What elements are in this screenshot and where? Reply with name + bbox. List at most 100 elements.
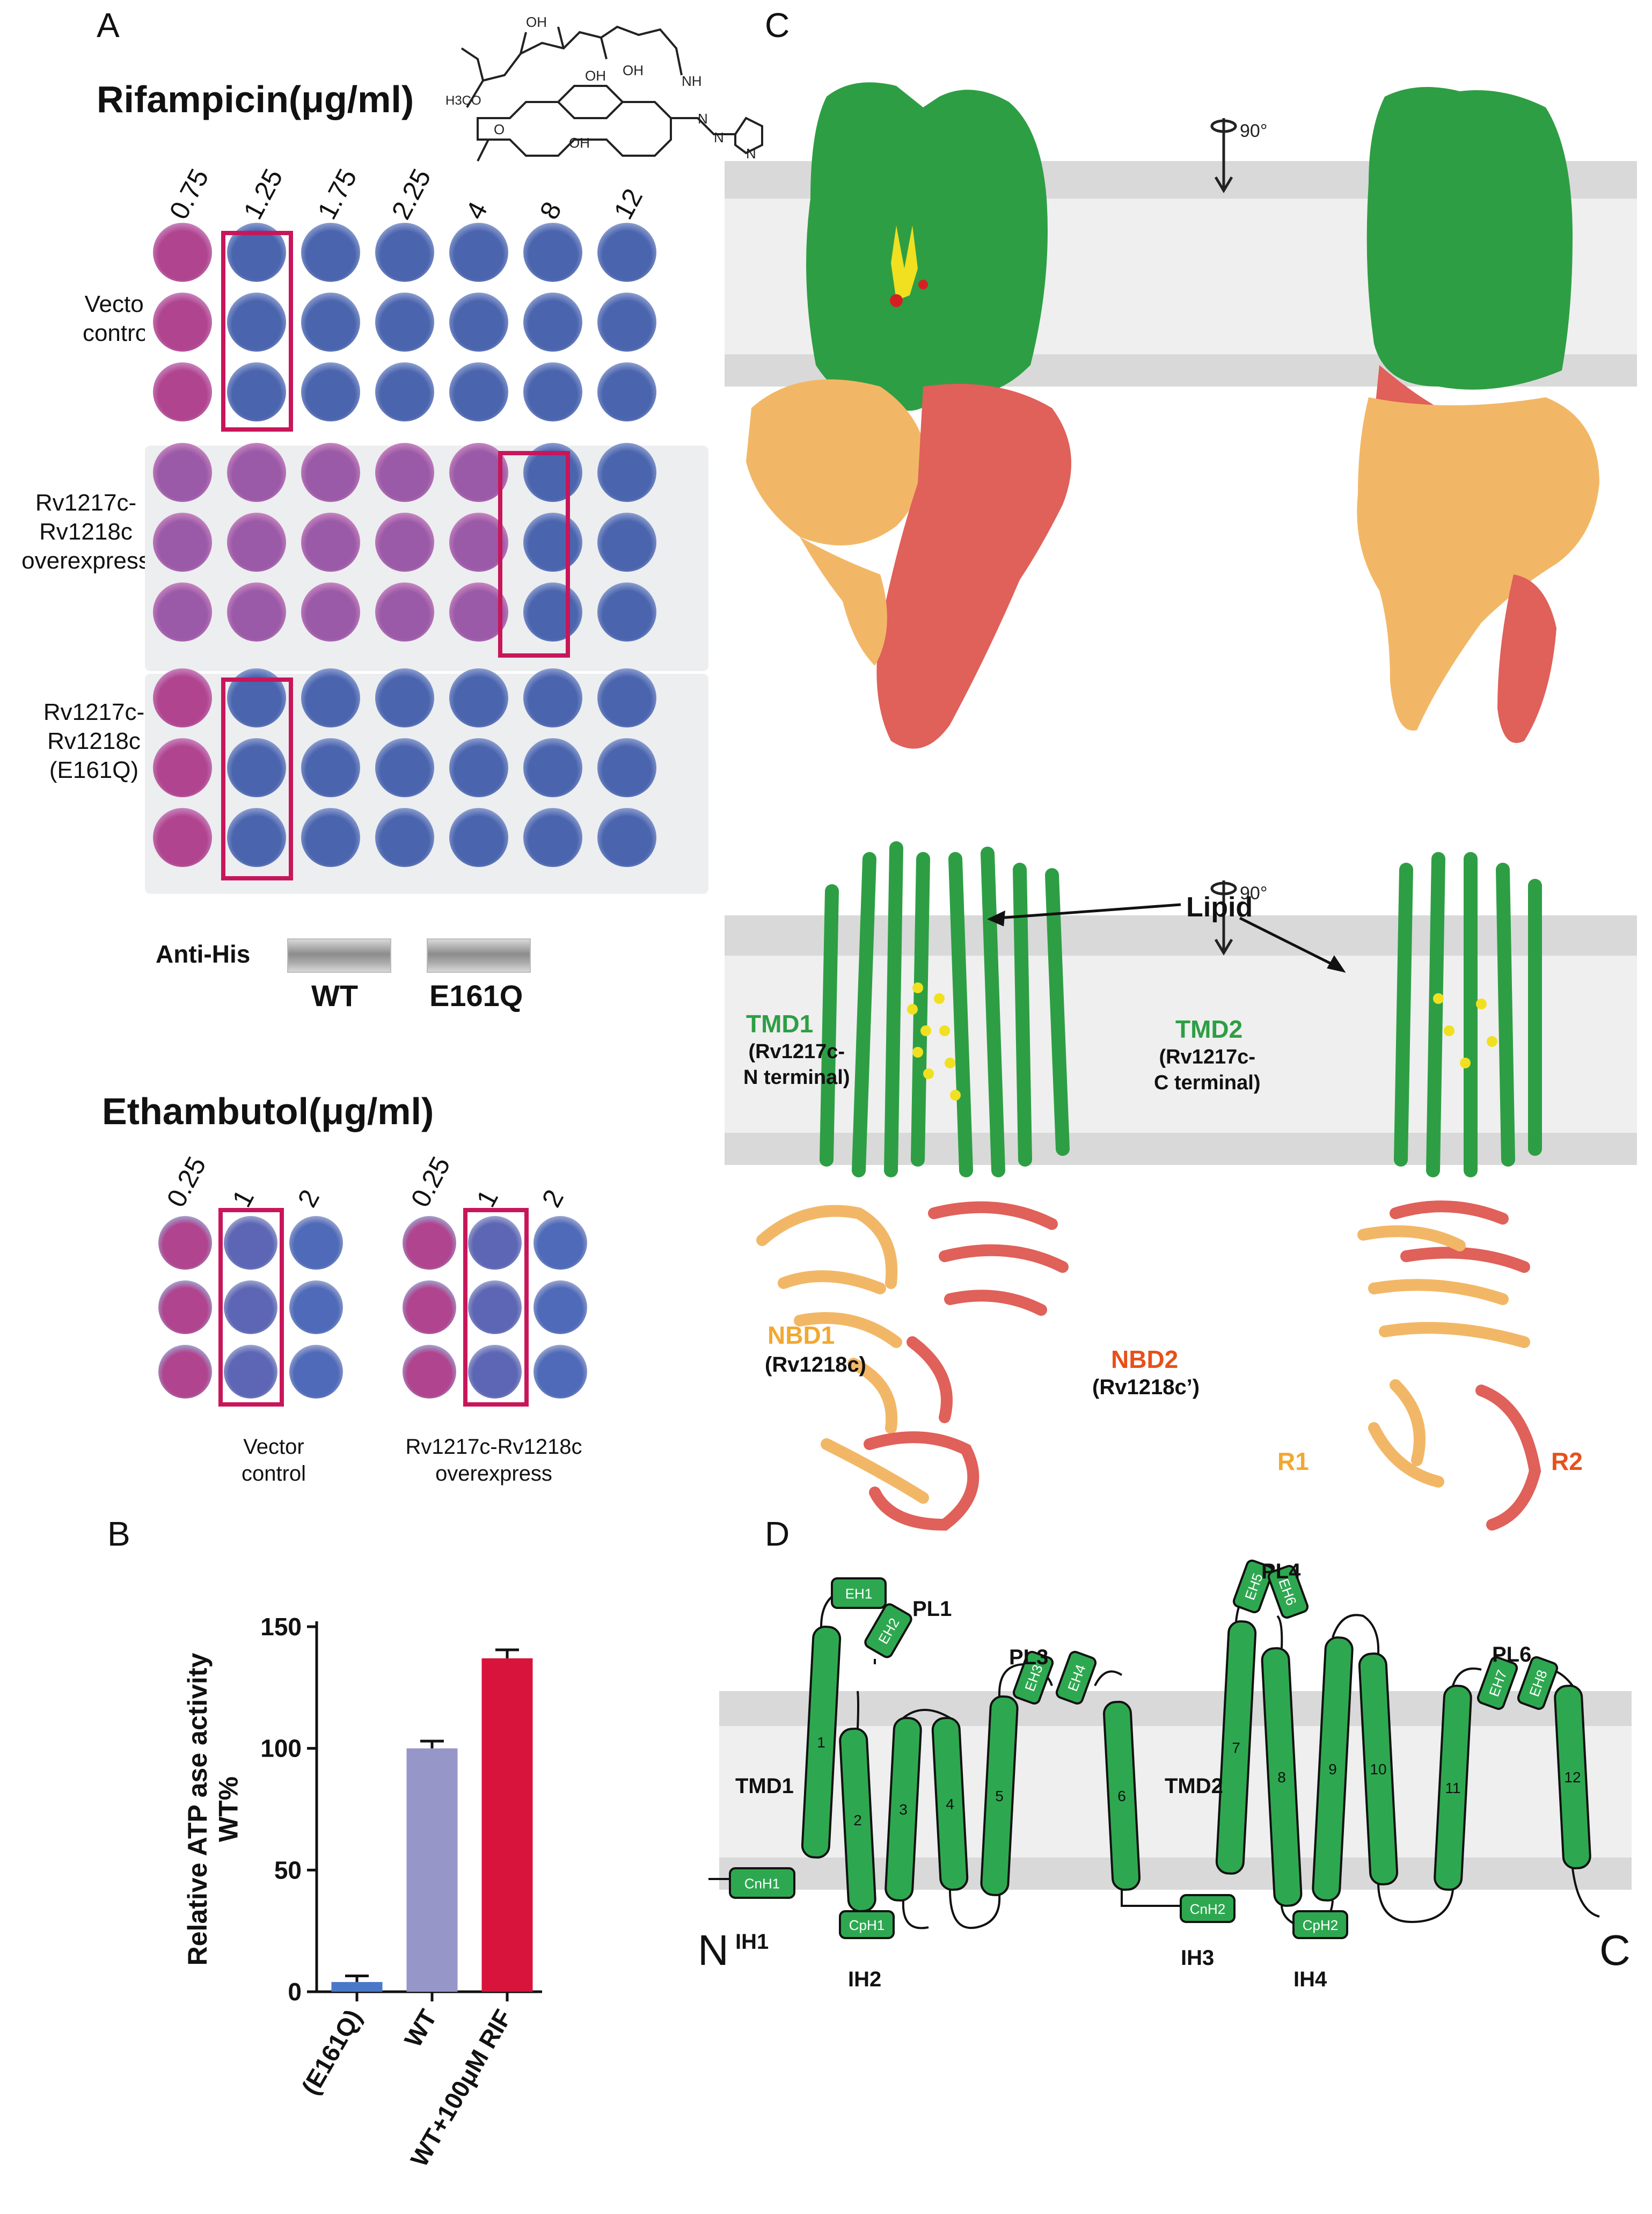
amphipathic-helix [831, 1577, 887, 1609]
mol-oh-4: OH [569, 135, 590, 151]
tm-helix-label: 5 [995, 1788, 1004, 1804]
x-tick-label: WT [399, 2005, 442, 2052]
culture-well [153, 443, 212, 502]
ih2-label: IH2 [848, 1968, 881, 1991]
culture-well [403, 1280, 456, 1334]
amphipathic-helix [839, 1910, 895, 1939]
culture-well [301, 738, 360, 797]
culture-well [301, 808, 360, 867]
tmd1-label: TMD1 [746, 1010, 814, 1038]
culture-well [227, 808, 286, 867]
tm-helix-label: 7 [1232, 1739, 1240, 1756]
amphipathic-helix [1232, 1559, 1274, 1614]
culture-well [523, 808, 582, 867]
tm-helix [1261, 1647, 1303, 1907]
tmd1-sub-line: (Rv1217c- [748, 1040, 845, 1063]
row-label-line: Vector [84, 291, 152, 317]
tm-helix [1434, 1685, 1472, 1891]
culture-well [289, 1345, 343, 1399]
rif-conc-label: 4 [459, 196, 494, 224]
culture-well [153, 668, 212, 727]
row-label-line: overexpress [21, 548, 150, 574]
cartoon-front [756, 841, 1070, 1531]
culture-well [597, 582, 656, 642]
tm-helix [801, 1626, 842, 1859]
tmd2-topology-label: TMD2 [1165, 1774, 1223, 1798]
culture-well [289, 1216, 343, 1270]
r2-label: R2 [1551, 1447, 1583, 1475]
culture-well [224, 1216, 277, 1270]
rotation-label: 90° [1240, 121, 1267, 141]
rif-conc-label: 1.25 [237, 164, 289, 224]
culture-well [375, 223, 434, 282]
culture-well [227, 443, 286, 502]
culture-well [523, 362, 582, 421]
row-label-line: Rv1217c- [43, 699, 145, 725]
culture-well [375, 362, 434, 421]
amphipathic-helix [1292, 1910, 1348, 1939]
amphipathic-helix [1180, 1894, 1236, 1923]
tm-helix [1358, 1652, 1399, 1885]
y-axis-label: Relative ATP ase activityWT% [182, 1652, 244, 1965]
amphipathic-helix-label: CnH2 [1190, 1901, 1225, 1917]
loop-path [1452, 1667, 1482, 1686]
row-label-e161q: Rv1217c- Rv1218c (E161Q) [27, 698, 161, 785]
culture-well [449, 738, 508, 797]
culture-well [375, 582, 434, 642]
amphipathic-helix [729, 1867, 795, 1899]
wt-label: WT [311, 979, 359, 1013]
r1-label: R1 [1277, 1447, 1309, 1475]
culture-well [301, 293, 360, 352]
culture-well [449, 668, 508, 727]
western-band-e161q [427, 938, 531, 973]
tmd1-sub-label: (Rv1217c- N terminal) [743, 1039, 850, 1090]
tmd2-sub-label: (Rv1217c- C terminal) [1154, 1044, 1260, 1096]
amphipathic-helix [1012, 1650, 1054, 1705]
panel-letter-d: D [765, 1514, 790, 1553]
culture-well [597, 668, 656, 727]
x-tick-label: (E161Q) [296, 2005, 367, 2100]
tm-helix-label: 12 [1564, 1769, 1581, 1786]
culture-well [227, 362, 286, 421]
culture-well [597, 513, 656, 572]
culture-well [449, 362, 508, 421]
amphipathic-helix-label: CnH1 [744, 1876, 780, 1892]
culture-well [375, 513, 434, 572]
tm-helix-label: 10 [1370, 1761, 1386, 1778]
tm-helix-label: 3 [899, 1801, 908, 1818]
amphipathic-helix [1055, 1650, 1097, 1705]
tmd2-label: TMD2 [1175, 1015, 1243, 1043]
culture-well [449, 223, 508, 282]
highlight-overexpress-8 [498, 451, 570, 658]
tm-helix-label: 9 [1328, 1761, 1337, 1778]
emb-conc-label: 0.25 [405, 1152, 456, 1212]
culture-well [533, 1345, 587, 1399]
emb-conc-label: 0.25 [160, 1152, 212, 1212]
panel-letter-a: A [97, 6, 120, 45]
culture-well [597, 223, 656, 282]
tm-helix [931, 1717, 969, 1891]
loop-path [1377, 1884, 1454, 1924]
row-label-line: Rv1218c [39, 519, 133, 545]
rifampicin-structure: OH OH OH OH NH H3CO N N N O [445, 14, 763, 162]
mol-n-3: N [746, 145, 756, 162]
ethambutol-title: Ethambutol(μg/ml) [102, 1090, 434, 1132]
emb-conc-label: 2 [291, 1184, 326, 1212]
panel-letter-b: B [107, 1514, 130, 1553]
amphipathic-helix-label: CpH1 [849, 1917, 885, 1933]
rif-conc-label: 0.75 [163, 164, 215, 224]
amphipathic-helix [1267, 1564, 1309, 1619]
culture-well [468, 1280, 522, 1334]
loop-path [1571, 1868, 1600, 1918]
culture-well [597, 362, 656, 421]
tm-helix [885, 1717, 922, 1902]
culture-well [301, 443, 360, 502]
culture-well [153, 513, 212, 572]
culture-well [375, 668, 434, 727]
lipid-label: Lipid [1186, 892, 1253, 923]
rif-conc-label: 2.25 [385, 164, 437, 224]
emb-label-line: overexpress [435, 1462, 552, 1485]
y-tick-label: 0 [288, 1978, 302, 2006]
highlight-vector-1-25 [221, 231, 293, 432]
